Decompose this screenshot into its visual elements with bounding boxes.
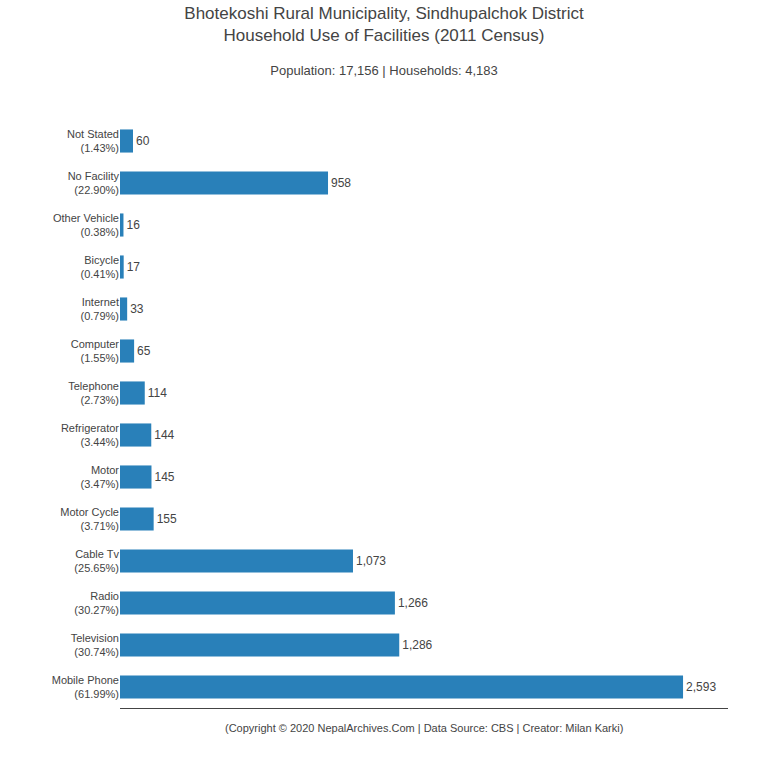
svg-text:Population: 17,156 | Household: Population: 17,156 | Households: 4,183 <box>270 63 497 78</box>
svg-text:33: 33 <box>130 302 144 316</box>
svg-text:Other Vehicle(0.38%): Other Vehicle(0.38%) <box>53 212 119 238</box>
svg-text:16: 16 <box>126 218 140 232</box>
svg-text:Television(30.74%): Television(30.74%) <box>71 632 119 658</box>
svg-text:Radio(30.27%): Radio(30.27%) <box>74 590 119 616</box>
svg-text:65: 65 <box>137 344 151 358</box>
svg-text:Mobile Phone(61.99%): Mobile Phone(61.99%) <box>52 674 119 700</box>
svg-text:Computer(1.55%): Computer(1.55%) <box>71 338 120 364</box>
svg-text:No Facility(22.90%): No Facility(22.90%) <box>68 170 120 196</box>
svg-text:958: 958 <box>331 176 351 190</box>
svg-text:2,593: 2,593 <box>686 680 716 694</box>
svg-text:144: 144 <box>154 428 174 442</box>
svg-text:Bhotekoshi Rural Municipality,: Bhotekoshi Rural Municipality, Sindhupal… <box>184 4 584 45</box>
svg-text:Cable Tv(25.65%): Cable Tv(25.65%) <box>74 548 119 574</box>
svg-text:1,266: 1,266 <box>398 596 428 610</box>
svg-text:1,286: 1,286 <box>402 638 432 652</box>
svg-text:114: 114 <box>148 386 167 400</box>
svg-text:Not Stated(1.43%): Not Stated(1.43%) <box>67 128 119 154</box>
svg-text:Internet(0.79%): Internet(0.79%) <box>80 296 119 322</box>
svg-text:155: 155 <box>157 512 177 526</box>
svg-text:17: 17 <box>127 260 141 274</box>
svg-text:Bicycle(0.41%): Bicycle(0.41%) <box>80 254 119 280</box>
svg-text:145: 145 <box>154 470 174 484</box>
svg-text:1,073: 1,073 <box>356 554 386 568</box>
svg-text:(Copyright © 2020 NepalArchive: (Copyright © 2020 NepalArchives.Com | Da… <box>225 722 623 734</box>
svg-text:Motor Cycle(3.71%): Motor Cycle(3.71%) <box>60 506 119 532</box>
svg-text:Telephone(2.73%): Telephone(2.73%) <box>68 380 119 406</box>
svg-text:Refrigerator(3.44%): Refrigerator(3.44%) <box>61 422 119 448</box>
svg-text:Motor(3.47%): Motor(3.47%) <box>80 464 119 490</box>
svg-text:60: 60 <box>136 134 150 148</box>
